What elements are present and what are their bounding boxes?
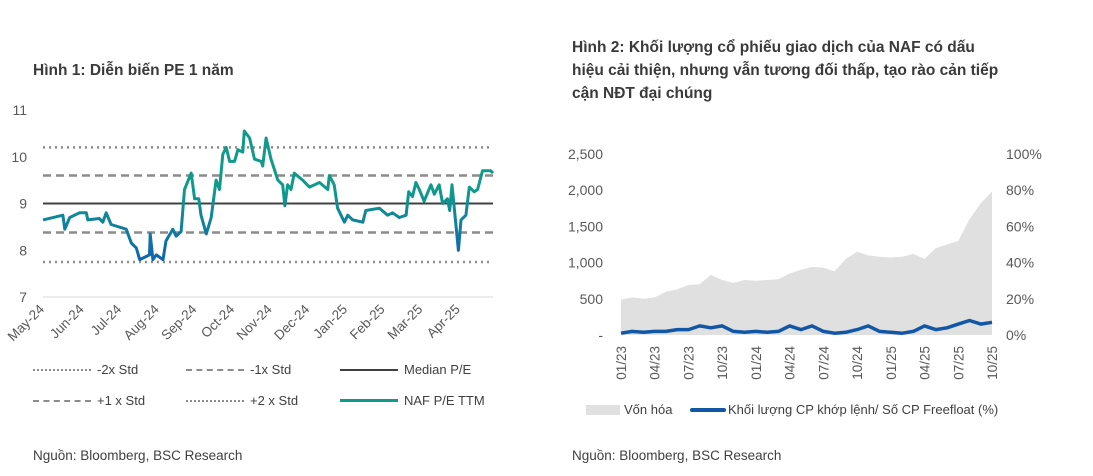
title-line: Hình 2: Khối lượng cổ phiếu giao dịch củ…: [572, 39, 975, 56]
legend-label: Vốn hóa: [624, 402, 673, 417]
left-source: Nguồn: Bloomberg, BSC Research: [33, 448, 243, 463]
left-y-tick-label: 2,500: [568, 146, 603, 162]
volume-ratio-line: [620, 318, 993, 335]
legend-plus2-std: +2 x Std: [186, 393, 298, 408]
x-tick-label: 10/23: [715, 346, 730, 380]
legend-minus1-std: -1x Std: [186, 362, 291, 377]
legend-label: +1 x Std: [97, 393, 146, 408]
x-tick-label: 04/23: [648, 346, 663, 380]
right-chart-title: Hình 2: Khối lượng cổ phiếu giao dịch củ…: [572, 36, 998, 105]
title-line: hiệu cải thiện, nhưng vẫn tương đối thấp…: [572, 62, 999, 79]
left-y-tick-label: 1,000: [568, 255, 603, 271]
x-tick-label: Jul-24: [88, 301, 125, 338]
right-y-tick-label: 0%: [1006, 327, 1026, 343]
x-tick-label: Sep-24: [158, 301, 200, 343]
left-y-tick-label: 500: [580, 291, 604, 307]
right-y-tick-label: 80%: [1006, 182, 1034, 198]
y-tick-label: 9: [19, 196, 27, 212]
x-tick-label: 04/24: [783, 346, 798, 380]
x-tick-label: Dec-24: [271, 301, 313, 343]
legend-minus2-std: -2x Std: [33, 362, 138, 377]
title-line: cận NĐT đại chúng: [572, 85, 713, 102]
y-tick-label: 7: [19, 289, 27, 305]
legend-label: Khối lượng CP khớp lệnh/ Số CP Freefloat…: [728, 402, 999, 417]
x-tick-label: 07/25: [951, 346, 966, 380]
x-tick-label: 10/25: [985, 346, 1000, 380]
y-tick-label: 8: [19, 242, 27, 258]
x-tick-label: 01/23: [614, 346, 629, 380]
right-y-tick-label: 40%: [1006, 255, 1034, 271]
left-y-tick-label: 2,000: [568, 182, 603, 198]
legend-volume-ratio: Khối lượng CP khớp lệnh/ Số CP Freefloat…: [690, 402, 998, 417]
left-y-tick-label: -: [598, 327, 603, 343]
y-tick-label: 10: [11, 149, 27, 165]
legend-label: NAF P/E TTM: [404, 393, 485, 408]
legend-naf-pe: NAF P/E TTM: [340, 393, 485, 408]
left-chart-title: Hình 1: Diễn biến PE 1 năm: [33, 62, 234, 79]
x-tick-label: 07/24: [816, 346, 831, 380]
x-tick-label: Apr-25: [424, 302, 463, 341]
x-tick-label: 07/23: [681, 346, 696, 380]
x-tick-label: 01/25: [884, 346, 899, 380]
left-y-tick-label: 1,500: [568, 218, 603, 234]
x-tick-label: 10/24: [850, 346, 865, 380]
legend-plus1-std: +1 x Std: [33, 393, 145, 408]
x-tick-label: Feb-25: [347, 302, 388, 343]
x-tick-label: Jan-25: [310, 302, 350, 342]
right-y-tick-label: 100%: [1006, 146, 1042, 162]
right-source: Nguồn: Bloomberg, BSC Research: [572, 448, 782, 463]
x-tick-label: 04/25: [918, 346, 933, 380]
legend-label: Median P/E: [404, 362, 472, 377]
x-tick-label: May-24: [5, 301, 48, 344]
legend-label: -2x Std: [97, 362, 139, 377]
right-y-tick-label: 60%: [1006, 218, 1034, 234]
market-cap-area: [621, 191, 992, 335]
y-tick-label: 11: [12, 102, 27, 118]
right-y-tick-label: 20%: [1006, 291, 1034, 307]
x-tick-label: Mar-25: [385, 302, 426, 343]
legend-median-pe: Median P/E: [340, 362, 471, 377]
pe-series-line: [42, 129, 495, 262]
x-tick-label: Jun-24: [47, 301, 87, 341]
x-tick-label: 01/24: [749, 346, 764, 380]
x-tick-label: Oct-24: [198, 301, 238, 341]
legend-von-hoa: Vốn hóa: [586, 402, 672, 417]
x-tick-label: Nov-24: [233, 301, 275, 343]
legend-label: +2 x Std: [250, 393, 299, 408]
legend-label: -1x Std: [250, 362, 292, 377]
x-tick-label: Aug-24: [121, 301, 163, 343]
